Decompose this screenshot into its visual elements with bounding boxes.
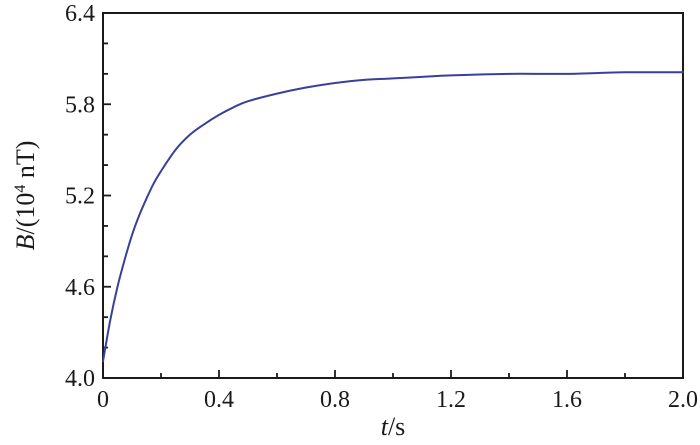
x-axis-unit: /s [388, 412, 405, 441]
x-tick-label: 1.6 [552, 387, 582, 413]
y-axis-variable: B [11, 234, 40, 250]
y-tick-label: 6.4 [65, 1, 95, 27]
x-tick-label: 1.2 [436, 387, 466, 413]
plot-area-border [102, 12, 684, 379]
x-tick-label: 0 [97, 387, 109, 413]
y-tick-label: 5.8 [65, 92, 95, 118]
x-tick-label: 0.8 [320, 387, 350, 413]
x-axis-title: t/s [381, 412, 406, 441]
y-axis-unit-prefix: /(10 [11, 193, 40, 235]
y-tick-label: 4.6 [65, 275, 95, 301]
y-axis-unit-suffix: nT) [11, 141, 40, 185]
axis-ticks [102, 12, 684, 379]
y-axis-title: B/(104 nT) [11, 141, 40, 251]
y-tick-label: 4.0 [65, 366, 95, 392]
x-tick-label: 0.4 [204, 387, 234, 413]
x-tick-label: 2.0 [668, 387, 698, 413]
x-axis-variable: t [381, 412, 389, 441]
y-axis-unit-superscript: 4 [12, 185, 29, 193]
y-tick-label: 5.2 [65, 184, 95, 210]
data-series-line [102, 71, 684, 363]
